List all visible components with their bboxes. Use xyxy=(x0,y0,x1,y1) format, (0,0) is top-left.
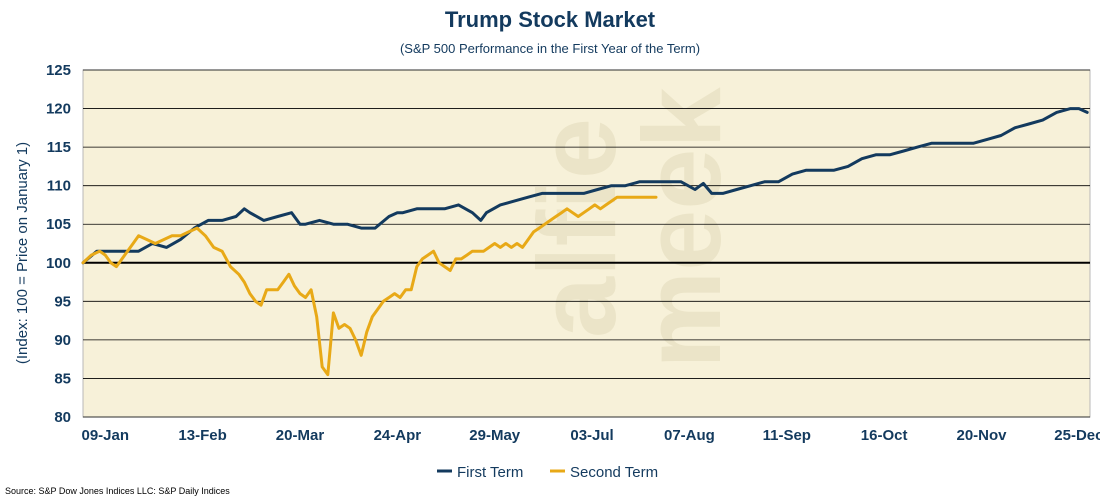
y-tick-label: 105 xyxy=(46,216,71,233)
source-note: Source: S&P Dow Jones Indices LLC: S&P D… xyxy=(5,486,230,496)
x-tick-label: 09-Jan xyxy=(81,427,129,444)
chart-title: Trump Stock Market xyxy=(444,7,656,32)
y-tick-label: 100 xyxy=(46,255,71,272)
y-tick-label: 80 xyxy=(54,409,71,426)
x-tick-label: 20-Mar xyxy=(276,427,325,444)
x-tick-label: 29-May xyxy=(469,427,521,444)
x-tick-label: 20-Nov xyxy=(956,427,1007,444)
y-tick-label: 85 xyxy=(54,370,71,387)
watermark-line-2: meek xyxy=(621,87,744,369)
x-tick-label: 13-Feb xyxy=(178,427,226,444)
y-tick-label: 90 xyxy=(54,332,71,349)
chart-subtitle: (S&P 500 Performance in the First Year o… xyxy=(399,41,701,56)
x-tick-label: 03-Jul xyxy=(570,427,613,444)
series-line-second-term xyxy=(81,195,658,377)
y-tick-label: 95 xyxy=(54,293,71,310)
x-axis: 09-Jan 13-Feb 20-Mar 24-Apr 29-May 03-Jul 07-A… xyxy=(81,427,1100,444)
legend: First Term Second Term xyxy=(437,464,658,481)
x-tick-label: 07-Aug xyxy=(664,427,715,444)
y-tick-label: 115 xyxy=(47,139,71,156)
y-tick-label: 110 xyxy=(47,178,71,195)
x-tick-label: 24-Apr xyxy=(374,427,422,444)
y-axis-label: (Index: 100 = Price on January 1) xyxy=(14,142,31,364)
y-tick-label: 120 xyxy=(46,101,71,118)
legend-label: First Term xyxy=(457,464,523,481)
x-tick-label: 25-Dec xyxy=(1054,427,1100,444)
x-tick-label: 16-Oct xyxy=(861,427,908,444)
x-tick-label: 11-Sep xyxy=(763,427,811,444)
legend-label: Second Term xyxy=(570,464,658,481)
gridlines xyxy=(83,69,1090,418)
plot-area xyxy=(82,69,1091,418)
watermark: alfie meek xyxy=(516,87,744,369)
y-tick-label: 125 xyxy=(46,62,71,79)
series-line-first-term xyxy=(81,107,1089,265)
series-layer xyxy=(81,107,1089,377)
y-axis: 80 85 90 95 100 105 110 115 120 125 xyxy=(46,62,71,426)
